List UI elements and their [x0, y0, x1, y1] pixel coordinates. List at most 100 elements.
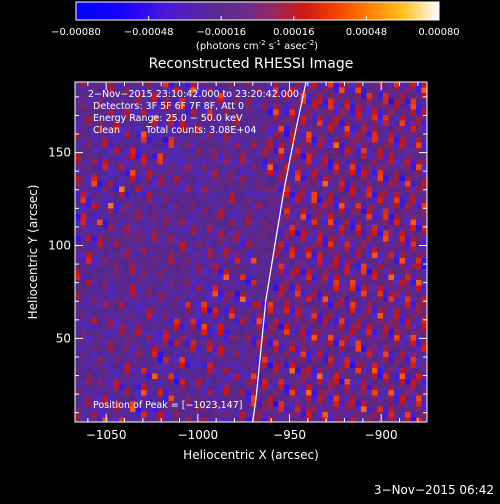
heatmap-cell — [383, 258, 389, 264]
heatmap-cell — [350, 335, 356, 341]
heatmap-cell — [344, 131, 351, 138]
heatmap-cell — [185, 175, 191, 182]
heatmap-cell — [311, 104, 318, 110]
heatmap-cell — [119, 241, 125, 248]
heatmap-cell — [152, 291, 158, 297]
heatmap-cell — [212, 335, 219, 341]
heatmap-cell — [190, 219, 197, 226]
heatmap-cell — [190, 87, 197, 94]
heatmap-cell — [300, 357, 307, 363]
heatmap-cell — [388, 93, 395, 99]
heatmap-cell — [91, 285, 98, 292]
heatmap-cell — [234, 181, 241, 187]
heatmap-cell — [97, 148, 103, 154]
heatmap-cell — [212, 137, 219, 143]
heatmap-cell — [295, 104, 301, 110]
heatmap-cell — [394, 368, 400, 374]
heatmap-cell — [377, 137, 384, 143]
heatmap-cell — [421, 93, 427, 99]
heatmap-cell — [295, 307, 301, 314]
heatmap-cell — [328, 186, 334, 193]
solar-limb-curve — [252, 82, 307, 422]
heatmap-cell — [102, 258, 109, 264]
heatmap-cell — [207, 142, 213, 149]
heatmap-cell — [350, 186, 356, 193]
heatmap-cell — [311, 159, 318, 165]
heatmap-cell — [278, 384, 285, 391]
heatmap-cell — [421, 263, 427, 270]
heatmap-cell — [80, 351, 87, 358]
heatmap-cell — [410, 175, 417, 182]
heatmap-cell — [229, 379, 235, 385]
heatmap-cell — [251, 324, 257, 330]
heatmap-cell — [201, 379, 208, 385]
heatmap-cell — [405, 406, 411, 413]
heatmap-cell — [157, 186, 164, 193]
heatmap-cell — [234, 263, 241, 270]
heatmap-cell — [328, 258, 334, 264]
heatmap-cell — [207, 395, 213, 402]
heatmap-cell — [207, 159, 213, 165]
heatmap-cell — [86, 417, 92, 422]
heatmap-cell — [366, 263, 373, 270]
heatmap-cell — [405, 379, 411, 385]
heatmap-cell — [251, 104, 257, 110]
heatmap-cell — [229, 417, 235, 422]
heatmap-cell — [141, 379, 147, 385]
heatmap-cell — [97, 291, 103, 297]
heatmap-cell — [124, 346, 131, 352]
heatmap-cell — [179, 247, 186, 253]
heatmap-cell — [190, 373, 197, 380]
heatmap-cell — [344, 263, 351, 270]
heatmap-cell — [344, 313, 351, 319]
heatmap-cell — [130, 148, 136, 154]
heatmap-cell — [339, 296, 345, 303]
heatmap-cell — [179, 126, 186, 132]
heatmap-cell — [124, 263, 131, 270]
heatmap-cell — [262, 131, 268, 138]
heatmap-cell — [333, 104, 340, 110]
heatmap-cell — [135, 373, 142, 380]
heatmap-cell — [410, 192, 417, 198]
heatmap-cell — [218, 197, 224, 204]
heatmap-cell — [399, 241, 406, 248]
heatmap-cell — [108, 285, 114, 292]
heatmap-cell — [196, 329, 202, 336]
heatmap-cell — [421, 82, 427, 88]
heatmap-cell — [218, 384, 224, 391]
heatmap-cell — [405, 203, 411, 209]
heatmap-cell — [262, 120, 268, 127]
heatmap-cell — [190, 203, 197, 209]
heatmap-cell — [317, 126, 323, 132]
heatmap-cell — [124, 175, 131, 182]
heatmap-cell — [377, 186, 384, 193]
heatmap-cell — [350, 395, 356, 402]
heatmap-cell — [289, 82, 296, 88]
heatmap-cell — [377, 395, 384, 402]
heatmap-cell — [328, 87, 334, 94]
heatmap-cell — [388, 263, 395, 270]
heatmap-cell — [179, 219, 186, 226]
heatmap-cell — [344, 384, 351, 391]
heatmap-cell — [75, 159, 81, 165]
heatmap-cell — [361, 214, 367, 220]
heatmap-cell — [201, 137, 208, 143]
heatmap-cell — [366, 214, 373, 220]
heatmap-cell — [421, 197, 427, 204]
heatmap-cell — [201, 340, 208, 347]
heatmap-cell — [190, 120, 197, 127]
heatmap-cell — [102, 225, 109, 231]
heatmap-cell — [130, 417, 136, 422]
heatmap-cell — [328, 357, 334, 363]
heatmap-cell — [366, 203, 373, 209]
heatmap-cell — [355, 192, 362, 198]
heatmap-cell — [251, 164, 257, 171]
heatmap-cell — [174, 247, 180, 253]
heatmap-cell — [284, 82, 290, 88]
heatmap-cell — [322, 390, 329, 396]
heatmap-cell — [141, 280, 147, 286]
heatmap-cell — [278, 148, 285, 154]
heatmap-cell — [284, 181, 290, 187]
heatmap-cell — [196, 142, 202, 149]
heatmap-cell — [212, 115, 219, 121]
